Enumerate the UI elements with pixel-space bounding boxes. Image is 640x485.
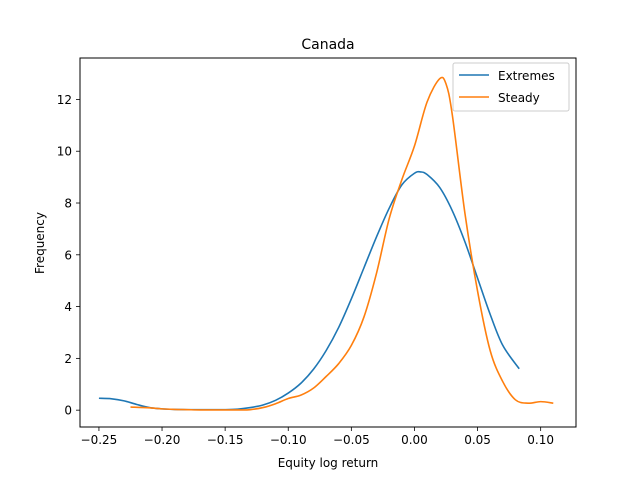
x-tick-label: 0.00 [401,433,428,447]
series-line-steady [130,76,554,411]
plot-lines [98,76,554,411]
legend-label-steady: Steady [498,91,540,105]
y-tick-label: 10 [57,145,72,159]
y-tick-label: 2 [64,352,72,366]
chart-title: Canada [301,37,354,53]
legend-label-extremes: Extremes [498,69,555,83]
y-tick-label: 6 [64,248,72,262]
x-tick-label: 0.10 [527,433,554,447]
y-tick-label: 8 [64,197,72,211]
x-tick-label: −0.25 [81,433,118,447]
y-tick-label: 0 [64,404,72,418]
x-tick-label: −0.20 [144,433,181,447]
x-tick-label: −0.10 [270,433,307,447]
y-tick-label: 4 [64,300,72,314]
y-tick-label: 12 [57,93,72,107]
x-axis-ticks: −0.25 −0.20 −0.15 −0.10 −0.05 0.00 0.05 0.10 [81,427,554,447]
x-axis-label: Equity log return [278,456,379,470]
legend: Extremes Steady [452,62,570,112]
x-tick-label: −0.15 [207,433,244,447]
plot-frame [79,57,577,428]
y-axis-ticks: 0 2 4 6 8 10 12 [57,93,80,418]
x-tick-label: −0.05 [333,433,370,447]
y-axis-label: Frequency [33,212,47,274]
x-tick-label: 0.05 [464,433,491,447]
